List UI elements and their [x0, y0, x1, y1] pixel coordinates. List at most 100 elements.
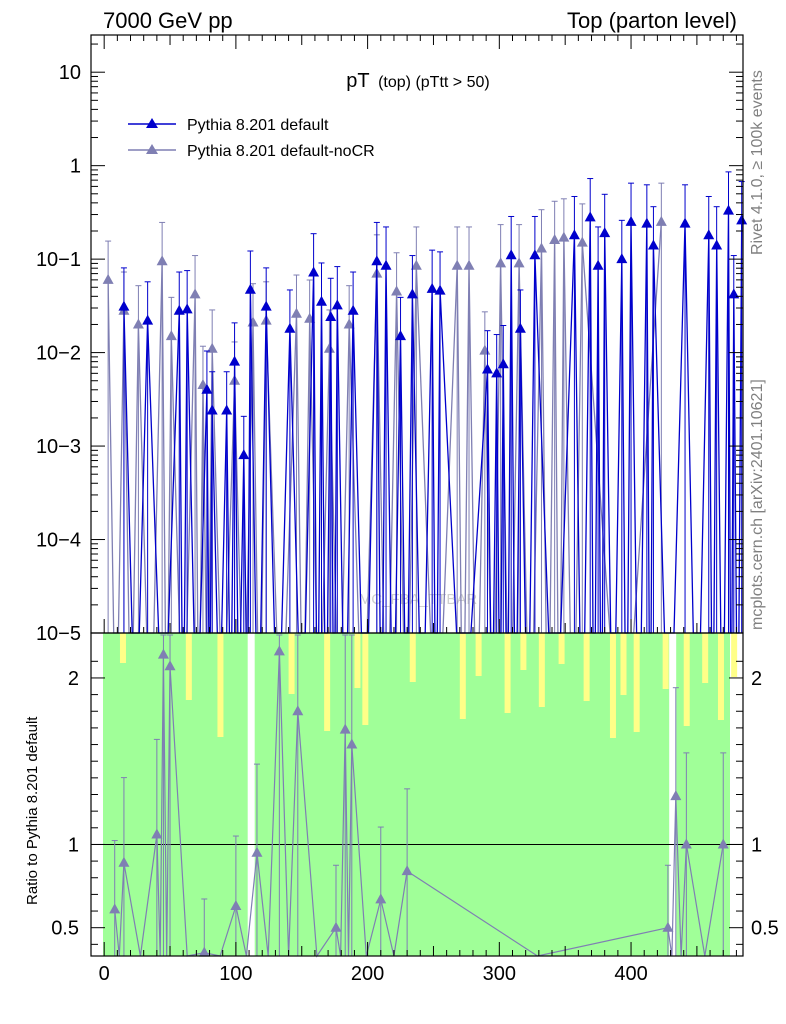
- data-point: [238, 449, 250, 460]
- data-point: [206, 404, 218, 415]
- x-tick-label: 0: [99, 963, 110, 985]
- ratio-band-yellow: [583, 633, 590, 701]
- data-point: [584, 211, 596, 222]
- header-right: Top (parton level): [567, 8, 737, 33]
- ratio-band-gap: [247, 633, 255, 956]
- data-point: [229, 355, 241, 366]
- data-point: [434, 284, 446, 295]
- y-tick-label: 10−3: [36, 436, 81, 458]
- axes: 10 1 10−1 10−2 10−3 10−4 10−5 0 100 200 300 400 2 2 1 1…: [36, 35, 779, 985]
- data-point: [406, 288, 418, 299]
- ratio-point: [157, 648, 169, 659]
- data-point: [325, 311, 337, 322]
- data-point: [132, 318, 144, 329]
- data-point: [451, 259, 463, 270]
- data-point: [625, 215, 637, 226]
- data-point: [380, 259, 392, 270]
- data-point: [316, 295, 328, 306]
- ratio-point: [346, 738, 358, 749]
- data-point: [284, 322, 296, 333]
- ratio-tick-label-right: 0.5: [751, 918, 779, 940]
- ratio-band-yellow: [662, 633, 669, 689]
- ratio-point: [151, 828, 163, 839]
- data-point: [641, 217, 653, 228]
- ratio-band-yellow: [354, 633, 361, 688]
- ratio-tick-label-right: 1: [751, 834, 762, 856]
- ratio-tick-label-left: 0.5: [51, 918, 79, 940]
- legend-noCR-marker: [146, 144, 158, 154]
- data-point: [505, 249, 517, 260]
- data-point: [655, 215, 667, 226]
- ratio-band-yellow: [409, 633, 416, 682]
- y-tick-label: 10: [59, 62, 81, 84]
- data-point: [463, 259, 475, 270]
- ratio-band-yellow: [520, 633, 527, 670]
- y-tick-label: 10−1: [36, 249, 81, 271]
- mcplots-label: mcplots.cern.ch [arXiv:2401.10621]: [749, 379, 766, 630]
- ratio-ylabel: Ratio to Pythia 8.201 default: [24, 716, 41, 905]
- ratio-point: [339, 723, 351, 734]
- ratio-point: [401, 865, 413, 876]
- ratio-band-yellow: [459, 633, 466, 719]
- ratio-band-yellow: [609, 633, 616, 738]
- data-point: [156, 255, 168, 266]
- data-point: [347, 304, 359, 315]
- data-point: [576, 236, 588, 247]
- y-tick-label: 10−5: [36, 623, 81, 645]
- data-point: [189, 288, 201, 299]
- data-point: [558, 231, 570, 242]
- data-point: [481, 363, 493, 374]
- ratio-point: [164, 660, 176, 671]
- ratio-band-yellow: [504, 633, 511, 713]
- ratio-band-yellow: [185, 633, 192, 700]
- ratio-point: [375, 893, 387, 904]
- x-tick-label: 100: [219, 963, 252, 985]
- x-tick-label: 300: [483, 963, 516, 985]
- plot-title-sub: (top) (pTtt > 50): [378, 74, 490, 91]
- data-point: [206, 342, 218, 353]
- ratio-band-yellow: [558, 633, 565, 664]
- data-point: [118, 300, 130, 311]
- data-point: [647, 239, 659, 250]
- data-point: [290, 307, 302, 318]
- data-point: [395, 330, 407, 341]
- data-point: [616, 253, 628, 264]
- ratio-band-yellow: [475, 633, 482, 676]
- ratio-series: [109, 634, 729, 958]
- legend-default-marker: [146, 118, 158, 128]
- ratio-point: [109, 903, 121, 914]
- y-tick-label: 10−4: [36, 530, 81, 552]
- data-point: [142, 314, 154, 325]
- ratio-tick-label-left: 2: [68, 668, 79, 690]
- data-point: [599, 227, 611, 238]
- ratio-band-yellow: [288, 633, 295, 694]
- data-point: [181, 303, 193, 314]
- ratio-band-yellow: [717, 633, 724, 720]
- x-tick-label: 400: [614, 963, 647, 985]
- data-point: [479, 344, 491, 355]
- data-point: [102, 273, 114, 284]
- ratio-band-yellow: [620, 633, 627, 695]
- ratio-point: [330, 921, 342, 932]
- data-point: [244, 283, 256, 294]
- data-point: [308, 266, 320, 277]
- ratio-band-yellow: [324, 633, 331, 731]
- ratio-band-yellow: [119, 633, 126, 663]
- data-point: [679, 217, 691, 228]
- ratio-point: [292, 705, 304, 716]
- data-point: [592, 259, 604, 270]
- ratio-band-yellow: [702, 633, 709, 683]
- data-point: [535, 242, 547, 253]
- data-point: [568, 229, 580, 240]
- data-point: [323, 342, 335, 353]
- ratio-point: [717, 838, 729, 849]
- plot-title: pT (top) (pTtt > 50): [346, 70, 489, 92]
- ratio-band-yellow: [731, 633, 738, 677]
- data-point: [728, 288, 740, 299]
- ratio-tick-label-right: 2: [751, 668, 762, 690]
- data-point: [371, 255, 383, 266]
- rivet-label: Rivet 4.1.0, ≥ 100k events: [749, 70, 766, 255]
- data-point: [723, 204, 735, 215]
- ratio-point: [198, 946, 210, 957]
